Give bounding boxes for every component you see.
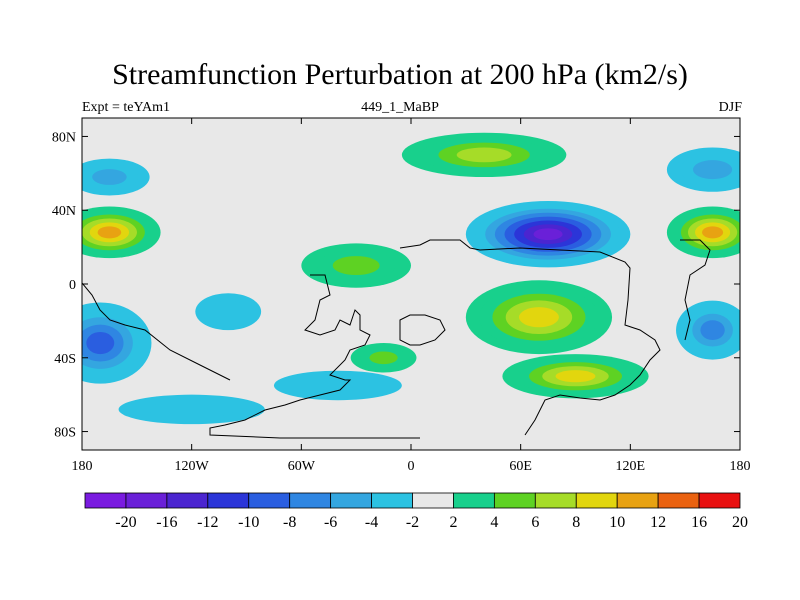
experiment-label: Expt = teYAm1 [82,100,170,115]
x-tick-label: 180 [72,459,93,474]
season-label: DJF [718,100,742,115]
colorbar-label: -12 [197,514,218,531]
x-tick-label: 180 [730,459,751,474]
contour-band [693,160,733,180]
y-tick-label: 80S [54,426,76,441]
colorbar-label: -10 [238,514,259,531]
x-tick-label: 120E [616,459,646,474]
case-label: 449_1_MaBP [361,100,439,115]
colorbar-label: 12 [650,514,666,531]
contour-band [92,169,127,185]
colorbar-label: -4 [365,514,378,531]
contour-band [332,256,380,276]
colorbar-swatch [534,492,577,509]
colorbar: -20 -16 -12 -10 -8 -6 -4 -2 2 4 6 8 10 12 16 20 [84,492,748,531]
colorbar-label: 6 [531,514,539,531]
colorbar-label: 20 [732,514,748,531]
coastline-layer [82,239,711,439]
colorbar-label: 8 [572,514,580,531]
contour-band [369,351,398,365]
colorbar-label: 2 [449,514,457,531]
colorbar-label: -16 [156,514,177,531]
colorbar-label: -20 [115,514,136,531]
colorbar-swatch [125,492,168,509]
colorbar-swatch [657,492,700,509]
x-tick-label: 60E [509,459,532,474]
colorbar-swatch [698,492,741,509]
coastline-west-edge [82,282,231,381]
contour-band [533,228,563,241]
contour-band [519,307,559,328]
contour-band [147,400,236,419]
colorbar-label: 4 [490,514,498,531]
y-tick-label: 40N [52,204,76,219]
contour-band [86,331,115,355]
x-tick-label: 0 [408,459,415,474]
longitude-axis: 180 120W 60W 0 60E 120E 180 [72,118,751,474]
contour-fill-layer [82,132,740,425]
map-background [82,118,740,450]
coastline-americas [209,274,420,439]
coastline-europe-west [399,314,446,346]
colorbar-label: -6 [324,514,337,531]
latitude-axis: 80N 40N 0 40S 80S [52,130,740,441]
colorbar-swatch [412,492,454,509]
x-tick-label: 120W [175,459,210,474]
colorbar-label: 16 [691,514,707,531]
y-tick-label: 40S [54,352,76,367]
contour-band [97,226,122,239]
colorbar-label: -8 [283,514,296,531]
colorbar-swatch [575,492,618,509]
colorbar-swatch [166,492,209,509]
contour-band [700,320,725,340]
colorbar-swatch [84,492,127,509]
colorbar-swatch [616,492,659,509]
y-tick-label: 80N [52,130,76,145]
x-tick-label: 60W [288,459,316,474]
colorbar-swatch [493,492,536,509]
y-tick-label: 0 [69,278,76,293]
colorbar-label: -2 [406,514,419,531]
coastline-pacific-east [680,239,711,341]
colorbar-swatch [371,492,413,509]
colorbar-swatch [330,492,372,509]
colorbar-swatch [453,492,495,509]
map-title: Streamfunction Perturbation at 200 hPa (… [112,58,688,91]
contour-band [456,147,512,163]
contour-band [555,370,596,383]
colorbar-swatch [248,492,291,509]
colorbar-swatch [289,492,332,509]
contour-band [208,300,248,323]
coastline-africa-eurasia [399,239,661,436]
colorbar-label: 10 [609,514,625,531]
contour-band [702,226,724,239]
contour-band [299,376,377,395]
colorbar-swatch [207,492,250,509]
